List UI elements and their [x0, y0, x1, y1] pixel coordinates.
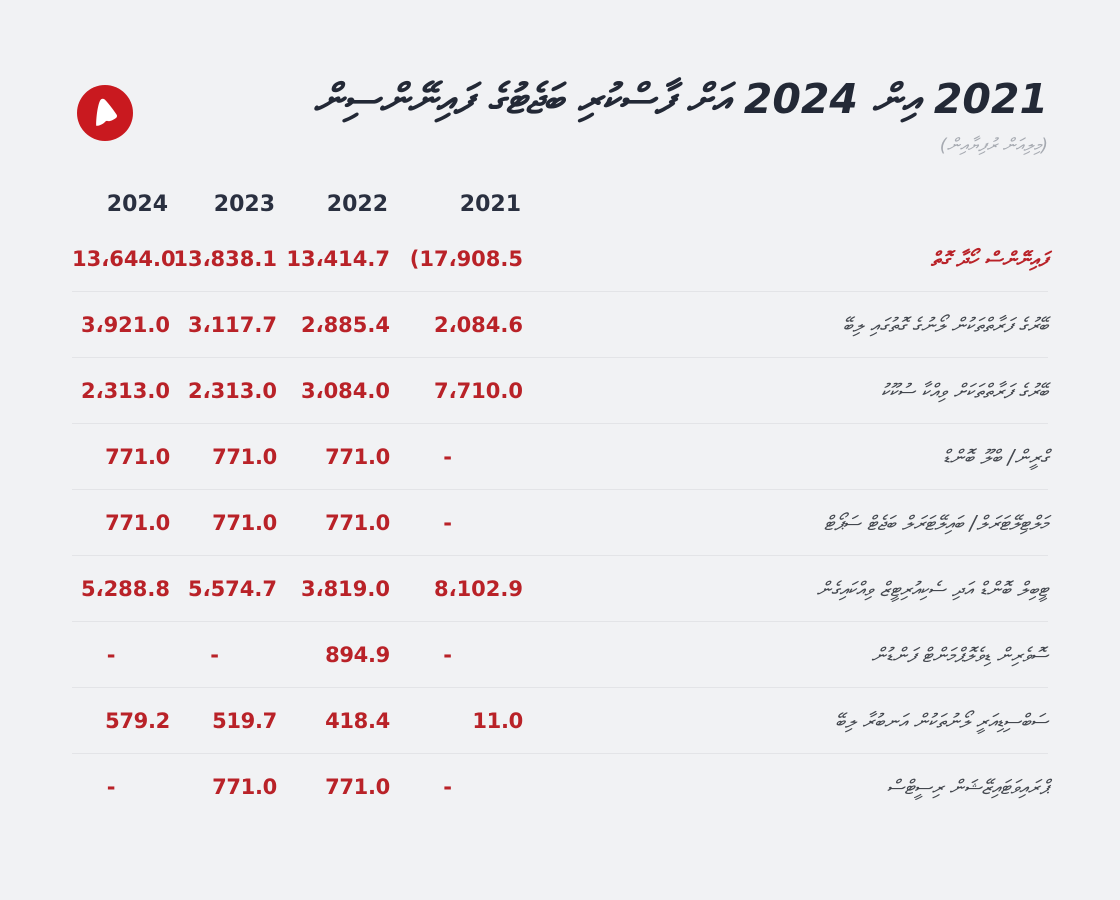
value-2024: 771.0 — [105, 510, 170, 535]
value-2023: - — [210, 642, 219, 667]
value-2024: - — [106, 642, 116, 667]
header: 2021 އިން 2024 އަށް ފާސްކުރި ބަޖެޓުގެ ފަ… — [0, 0, 1120, 156]
row-label: ޓީބިލް ބޮންޑް އަދި ސެކިއުރިޓީޒް ވިއްކައި… — [816, 576, 1048, 601]
value-2021: 8،102.9 — [433, 576, 523, 601]
adhadhu-logo-icon — [77, 85, 133, 141]
value-2024: - — [106, 774, 116, 799]
value-2021: 7،710.0 — [433, 378, 523, 403]
row-label: ސަބްސިޑިއަރީ ލޯނުތަކުން އަނބުރާ ލިބޭ — [835, 708, 1048, 733]
value-2022: 13،414.7 — [286, 246, 390, 271]
value-2021: 2،084.6 — [433, 312, 523, 337]
year-header-2023: 2023 — [213, 191, 275, 217]
year-header-2022: 2022 — [326, 191, 388, 217]
table-row: 771.0 771.0 771.0 - ގްރީން/ ބްލޫ ބޮންޑް — [72, 423, 1048, 489]
value-2024: 771.0 — [105, 444, 170, 469]
value-2021: - — [443, 510, 452, 535]
table-row: 771.0 771.0 771.0 - މަލްޓިލޭޓަރަލް/ ބައި… — [72, 489, 1048, 555]
row-label: ގްރީން/ ބްލޫ ބޮންޑް — [942, 444, 1048, 469]
value-2022: 418.4 — [325, 708, 390, 733]
row-label: މަލްޓިލޭޓަރަލް/ ބައިލޭޓަރަލް ބަޖެޓް ސަޕޯ… — [823, 510, 1048, 535]
page-title: 2021 އިން 2024 އަށް ފާސްކުރި ބަޖެޓުގެ ފަ… — [313, 75, 1048, 123]
value-2022: 771.0 — [325, 510, 390, 535]
value-2023: 771.0 — [212, 444, 277, 469]
year-header-row: 2024 2023 2022 2021 — [72, 182, 1048, 226]
value-2021: (17،908.5 — [409, 246, 524, 271]
value-2024: 5،288.8 — [80, 576, 170, 601]
year-header-2024: 2024 — [106, 191, 168, 217]
value-2024: 3،921.0 — [80, 312, 170, 337]
value-2021: - — [443, 444, 452, 469]
value-2022: 2،885.4 — [300, 312, 390, 337]
value-2022: 3،084.0 — [300, 378, 390, 403]
value-2023: 519.7 — [212, 708, 277, 733]
value-2023: 13،838.1 — [173, 246, 277, 271]
table-row: - 771.0 771.0 - ޕްރައިވަޓައިޒޭޝަން ރިސީޓ… — [72, 753, 1048, 819]
value-2023: 5،574.7 — [187, 576, 277, 601]
value-2023: 771.0 — [212, 774, 277, 799]
value-2022: 894.9 — [325, 642, 390, 667]
adhadhu-logo — [76, 84, 134, 142]
row-label: ބޭރުގެ ފަރާތްތަކުން ލޯނުގެ ގޮތުގައި ލިބޭ — [842, 312, 1048, 337]
value-2021: - — [443, 642, 452, 667]
value-2024: 2،313.0 — [80, 378, 170, 403]
table-row: 2،313.0 2،313.0 3،084.0 7،710.0 ބޭރުގެ ފ… — [72, 357, 1048, 423]
table-row: 579.2 519.7 418.4 11.0 ސަބްސިޑިއަރީ ލޯނު… — [72, 687, 1048, 753]
page-subtitle: (މިލިއަން ރުފިޔާއިން) — [939, 135, 1048, 157]
value-2022: 3،819.0 — [300, 576, 390, 601]
table-row: 3،921.0 3،117.7 2،885.4 2،084.6 ބޭރުގެ ފ… — [72, 291, 1048, 357]
value-2023: 2،313.0 — [187, 378, 277, 403]
value-2022: 771.0 — [325, 444, 390, 469]
value-2021: 11.0 — [472, 708, 523, 733]
row-label: ސޮވެރިން ޑިވެލޮޕްމަންޓް ފަންޑުން — [871, 642, 1048, 667]
table-row-total: 13،644.0 13،838.1 13،414.7 (17،908.5 ފައ… — [72, 226, 1048, 291]
value-2023: 3،117.7 — [187, 312, 277, 337]
year-header-2021: 2021 — [459, 191, 521, 217]
row-label: ބޭރުގެ ފަރާތްތަކަށް ވިއްކާ ސުކޫކު — [880, 378, 1048, 403]
row-label: ފައިނޭންސް ހޯދާ ގޮތް — [930, 246, 1048, 271]
financing-table: 2024 2023 2022 2021 13،644.0 13،838.1 13… — [72, 182, 1048, 819]
row-label: ޕްރައިވަޓައިޒޭޝަން ރިސީޓްސް — [886, 774, 1048, 799]
table-row: - - 894.9 - ސޮވެރިން ޑިވެލޮޕްމަންޓް ފަން… — [72, 621, 1048, 687]
value-2023: 771.0 — [212, 510, 277, 535]
value-2021: - — [443, 774, 452, 799]
value-2024: 13،644.0 — [72, 246, 176, 271]
table-row: 5،288.8 5،574.7 3،819.0 8،102.9 ޓީބިލް ބ… — [72, 555, 1048, 621]
value-2022: 771.0 — [325, 774, 390, 799]
value-2024: 579.2 — [105, 708, 170, 733]
